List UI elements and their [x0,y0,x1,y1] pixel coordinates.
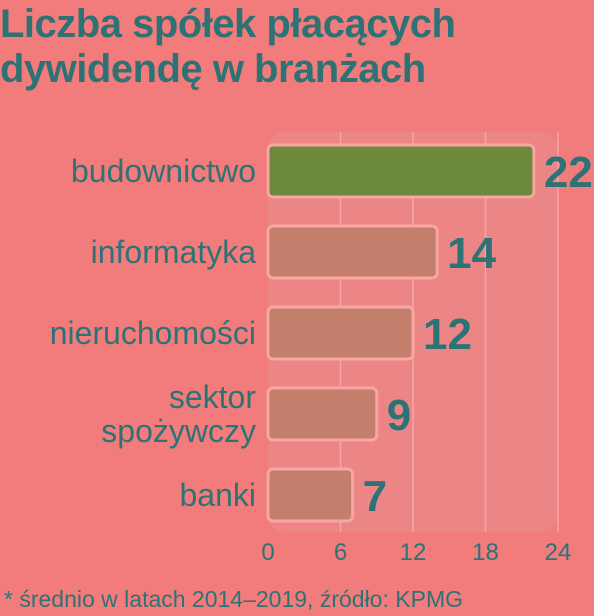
category-label: informatyka [91,234,257,270]
x-tick-label: 6 [334,539,347,566]
value-label: 12 [423,310,472,359]
value-label: 7 [363,472,387,521]
value-label: 14 [447,229,496,278]
chart-title: Liczba spółek płacących dywidendę w bran… [0,2,594,92]
chart-title-line-1: Liczba spółek płacących [0,2,456,46]
category-label: spożywczy [101,413,256,449]
chart-title-line-2: dywidendę w branżach [0,47,426,91]
bar [266,305,415,361]
x-tick-label: 24 [545,539,572,566]
bar [266,386,379,442]
x-tick-label: 18 [472,539,499,566]
x-tick-label: 0 [261,539,274,566]
bar [266,143,536,199]
value-label: 9 [387,391,411,440]
chart-footnote: * średnio w latach 2014–2019, źródło: KP… [4,586,463,612]
bar [266,224,439,280]
bar-chart: budownictwo 22 informatyka 14 nieruchomości 1… [50,132,593,566]
category-label: banki [180,477,257,513]
bar [266,467,355,523]
value-label: 22 [544,148,593,197]
x-tick-label: 12 [400,539,427,566]
category-label: budownictwo [71,153,256,189]
category-label: sektor [169,379,256,415]
category-label: nieruchomości [50,315,256,351]
